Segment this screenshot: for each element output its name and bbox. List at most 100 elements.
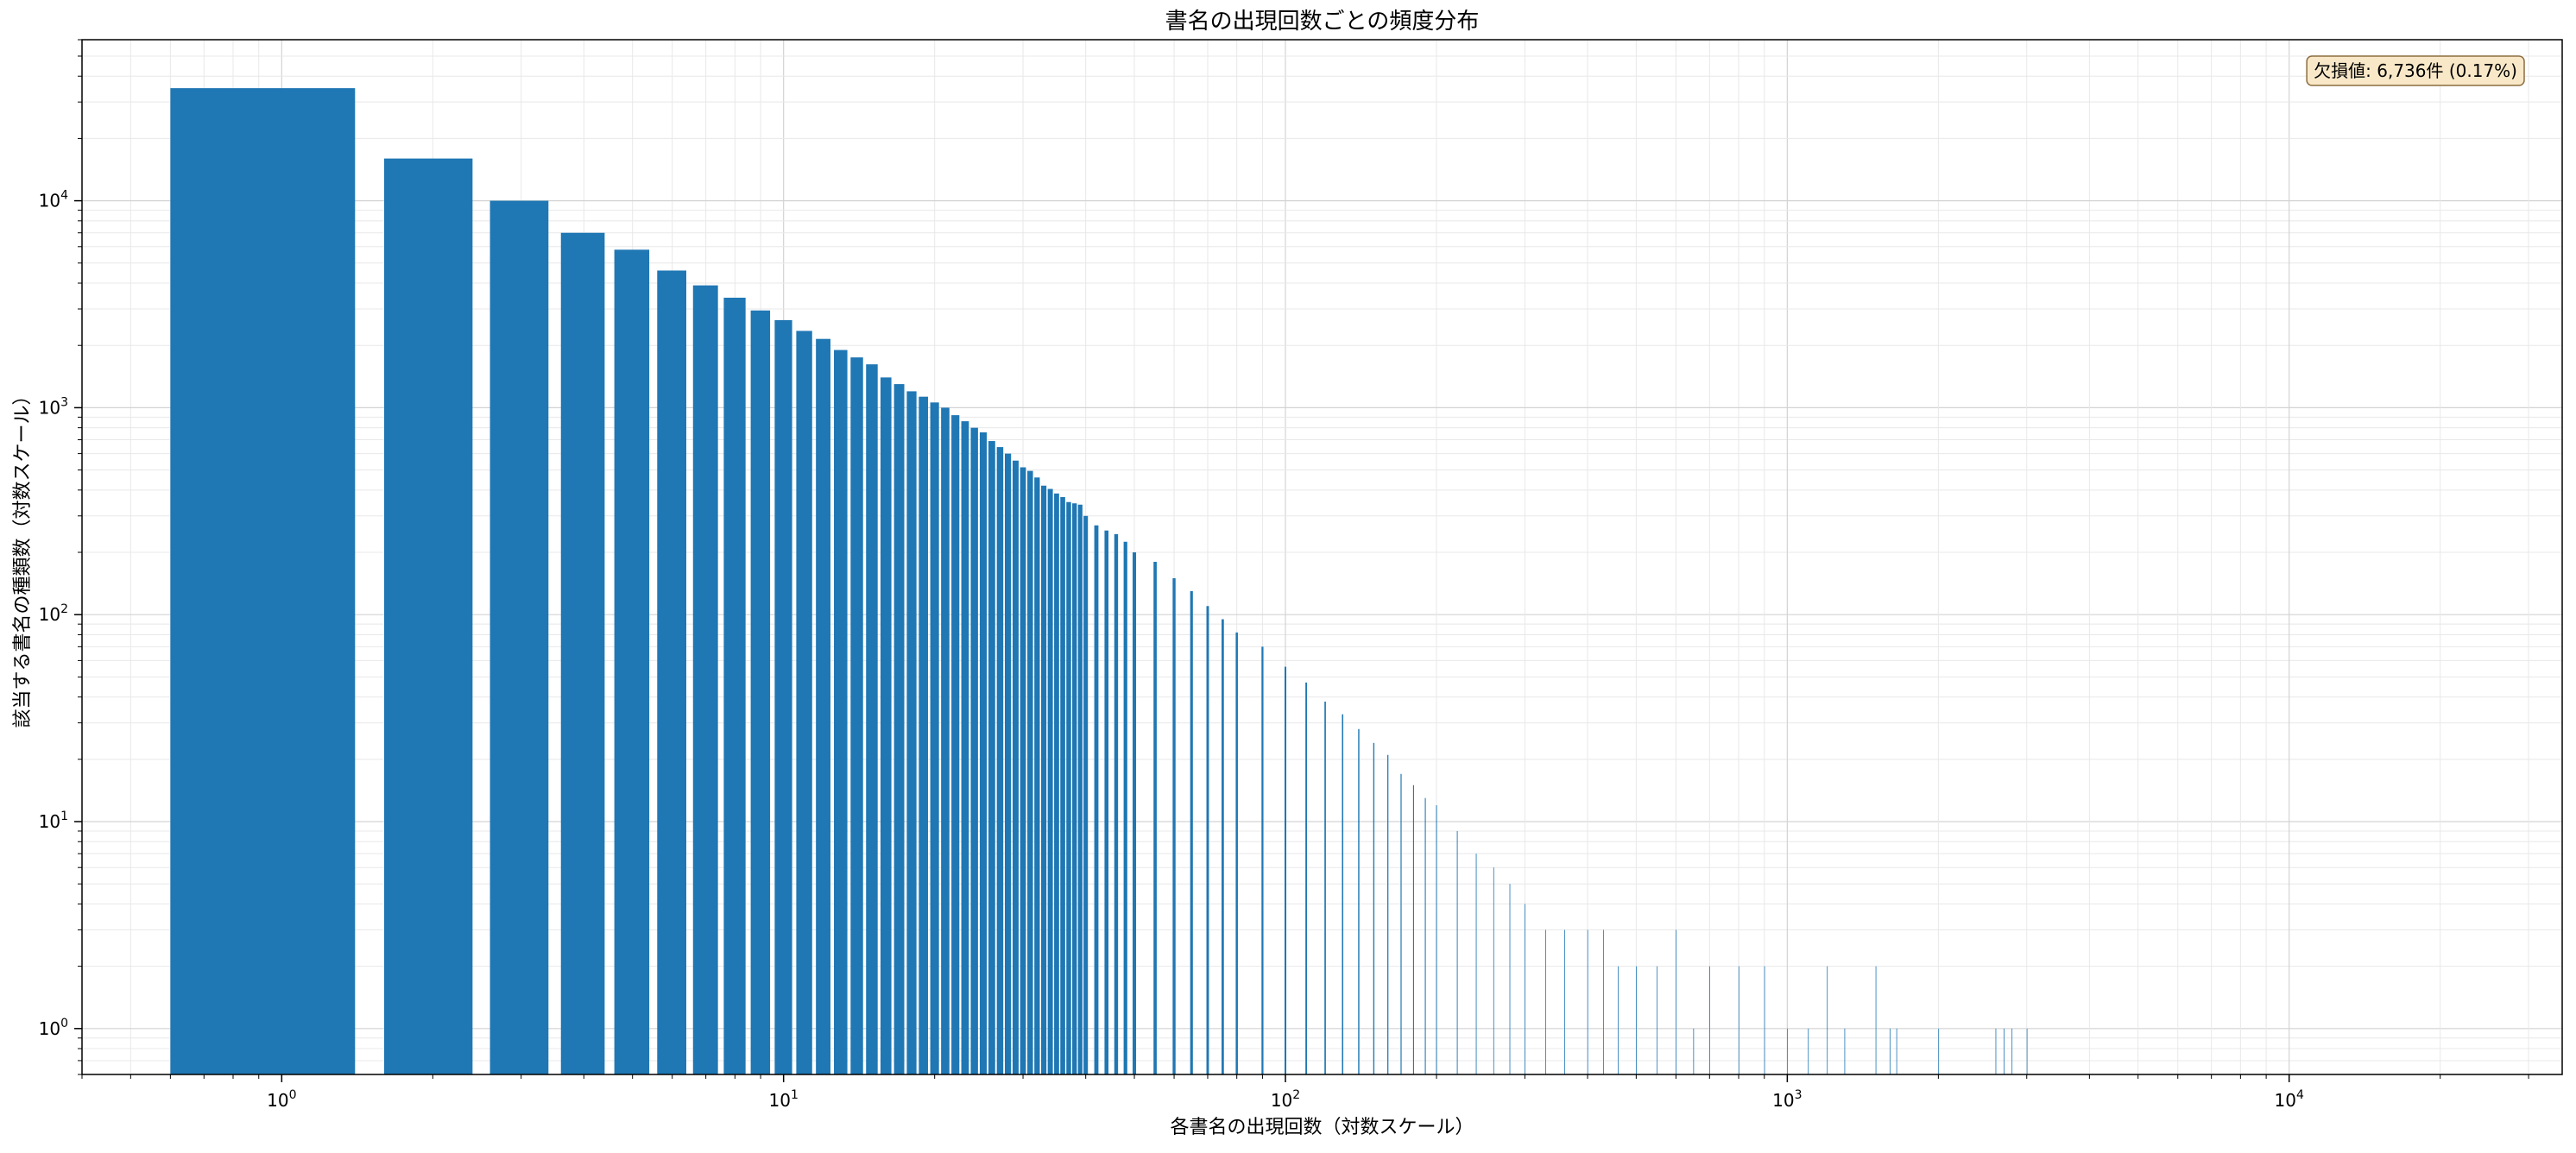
- bar: [1047, 488, 1053, 1074]
- bar: [2011, 1028, 2013, 1074]
- bar: [1132, 552, 1137, 1074]
- bar: [750, 310, 771, 1075]
- bar: [988, 441, 995, 1074]
- y-tick-label: 102: [39, 602, 68, 625]
- bar: [1190, 590, 1193, 1074]
- bar: [941, 407, 950, 1075]
- bar: [1400, 773, 1402, 1074]
- bar: [1235, 632, 1238, 1074]
- bar: [1077, 504, 1083, 1074]
- bar: [1509, 884, 1511, 1074]
- y-tick-exponent: 0: [60, 1017, 68, 1030]
- bar: [384, 158, 473, 1074]
- bar: [1808, 1028, 1809, 1074]
- y-tick-exponent: 1: [60, 810, 68, 823]
- bar: [1324, 701, 1326, 1074]
- bar: [1387, 754, 1389, 1074]
- bar: [1875, 966, 1877, 1074]
- bar: [850, 357, 863, 1075]
- bar: [170, 88, 356, 1074]
- bar: [1123, 541, 1127, 1074]
- bar: [1012, 460, 1019, 1074]
- bar: [1005, 453, 1012, 1074]
- bar: [1475, 854, 1477, 1074]
- bar: [1020, 467, 1026, 1074]
- plot-frame: [81, 39, 2563, 1075]
- y-tick-exponent: 3: [60, 395, 68, 409]
- bar: [1172, 577, 1176, 1074]
- bar: [1456, 830, 1458, 1074]
- bar: [880, 377, 892, 1075]
- bar: [1564, 929, 1565, 1074]
- bar: [1844, 1028, 1846, 1074]
- bar: [1285, 666, 1287, 1074]
- bar: [1342, 714, 1344, 1074]
- bar: [1436, 805, 1437, 1074]
- bar: [1603, 929, 1604, 1074]
- bar: [692, 285, 718, 1074]
- bar: [1373, 742, 1375, 1074]
- x-tick-exponent: 2: [1292, 1088, 1300, 1102]
- bar: [930, 402, 939, 1074]
- bar: [970, 427, 978, 1075]
- bar: [1094, 525, 1099, 1074]
- y-axis-label: 該当する書名の種類数（対数スケール）: [12, 386, 34, 728]
- bar: [996, 447, 1004, 1074]
- bar: [723, 297, 746, 1074]
- bar: [1424, 797, 1426, 1074]
- bar: [1104, 530, 1109, 1074]
- bar: [1889, 1028, 1891, 1074]
- y-tick-exponent: 4: [60, 189, 68, 203]
- bar: [816, 338, 830, 1075]
- bar: [2026, 1028, 2028, 1074]
- bar: [1358, 728, 1360, 1074]
- bar: [906, 391, 917, 1075]
- annotation-text: 欠損値: 6,736件 (0.17%): [2314, 60, 2517, 81]
- x-axis-label: 各書名の出現回数（対数スケール）: [1170, 1117, 1474, 1138]
- bar: [560, 232, 605, 1074]
- bar: [1618, 966, 1619, 1074]
- bar: [1027, 470, 1033, 1074]
- bar: [1060, 496, 1065, 1074]
- bar: [1545, 929, 1546, 1074]
- bar: [1072, 503, 1077, 1074]
- bar: [1709, 966, 1710, 1074]
- bar: [1636, 966, 1637, 1074]
- bar: [1787, 1028, 1789, 1074]
- bar: [1083, 515, 1089, 1074]
- x-tick-exponent: 3: [1795, 1088, 1803, 1102]
- x-tick-exponent: 4: [2296, 1088, 2304, 1102]
- chart-title: 書名の出現回数ごとの頻度分布: [1165, 9, 1480, 35]
- bar: [1222, 619, 1224, 1074]
- bar: [893, 384, 905, 1075]
- bar: [951, 415, 960, 1074]
- bar: [1305, 682, 1308, 1074]
- bar: [1693, 1028, 1695, 1074]
- bar: [866, 364, 878, 1075]
- bar: [1827, 966, 1828, 1074]
- bar: [834, 350, 848, 1074]
- bar: [489, 200, 549, 1075]
- bar: [961, 421, 969, 1075]
- bar: [1261, 646, 1264, 1074]
- bar: [1114, 533, 1119, 1074]
- bar: [2004, 1028, 2005, 1074]
- bar: [1066, 501, 1071, 1074]
- bar: [796, 331, 812, 1075]
- bar: [1054, 493, 1059, 1074]
- bar: [1995, 1028, 1997, 1074]
- bar: [1153, 561, 1157, 1074]
- bar: [1493, 867, 1494, 1074]
- bar: [979, 432, 988, 1074]
- bar: [919, 396, 928, 1074]
- bar: [1034, 477, 1040, 1074]
- y-tick-exponent: 2: [60, 602, 68, 616]
- x-tick-exponent: 1: [791, 1088, 799, 1102]
- bar: [774, 319, 792, 1074]
- x-tick-exponent: 0: [289, 1088, 297, 1102]
- bar: [1041, 485, 1047, 1074]
- bar: [657, 270, 687, 1075]
- bar: [1412, 784, 1414, 1074]
